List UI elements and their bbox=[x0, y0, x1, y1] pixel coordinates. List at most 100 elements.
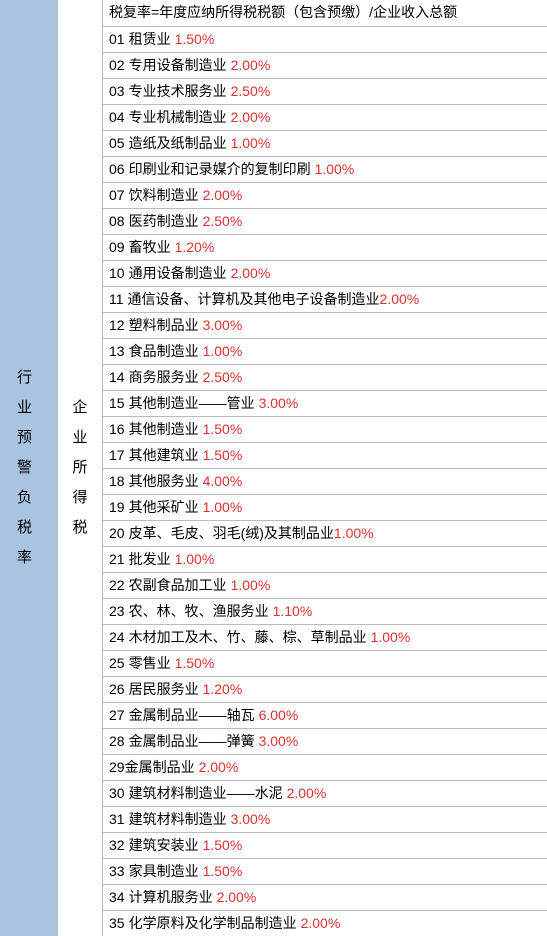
industry-row: 19其他采矿业1.00% bbox=[103, 495, 547, 521]
row-number: 30 bbox=[109, 783, 125, 804]
industry-row: 20皮革、毛皮、羽毛(绒)及其制品业1.00% bbox=[103, 521, 547, 547]
industry-label: 印刷业和记录媒介的复制印刷 bbox=[129, 159, 311, 180]
tax-rate: 1.10% bbox=[273, 601, 313, 622]
row-number: 10 bbox=[109, 263, 125, 284]
industry-row: 04专业机械制造业2.00% bbox=[103, 105, 547, 131]
row-number: 20 bbox=[109, 523, 125, 544]
industry-row: 03专业技术服务业2.50% bbox=[103, 79, 547, 105]
industry-label: 居民服务业 bbox=[129, 679, 199, 700]
industry-row: 32建筑安装业1.50% bbox=[103, 833, 547, 859]
tax-rate: 1.00% bbox=[175, 549, 215, 570]
row-number: 13 bbox=[109, 341, 125, 362]
tax-rate: 2.00% bbox=[199, 757, 239, 778]
industry-label: 批发业 bbox=[129, 549, 171, 570]
industry-row: 18其他服务业4.00% bbox=[103, 469, 547, 495]
middle-sidebar: 企业所得税 bbox=[58, 0, 103, 936]
industry-label: 农副食品加工业 bbox=[129, 575, 227, 596]
industry-label: 通用设备制造业 bbox=[129, 263, 227, 284]
industry-row: 02专用设备制造业2.00% bbox=[103, 53, 547, 79]
industry-label: 建筑材料制造业 bbox=[129, 809, 227, 830]
industry-label: 专业机械制造业 bbox=[129, 107, 227, 128]
industry-row: 16其他制造业1.50% bbox=[103, 417, 547, 443]
industry-row: 35化学原料及化学制品制造业2.00% bbox=[103, 911, 547, 936]
industry-label: 其他制造业——管业 bbox=[129, 393, 255, 414]
row-number: 18 bbox=[109, 471, 125, 492]
industry-label: 医药制造业 bbox=[129, 211, 199, 232]
industry-row: 25零售业1.50% bbox=[103, 651, 547, 677]
industry-label: 塑料制品业 bbox=[129, 315, 199, 336]
row-number: 09 bbox=[109, 237, 125, 258]
tax-rate: 2.50% bbox=[231, 81, 271, 102]
industry-label: 木材加工及木、竹、藤、棕、草制品业 bbox=[129, 627, 367, 648]
tax-rate: 1.00% bbox=[371, 627, 411, 648]
industry-label: 造纸及纸制品业 bbox=[129, 133, 227, 154]
tax-rate: 2.50% bbox=[203, 367, 243, 388]
tax-rate: 1.50% bbox=[175, 653, 215, 674]
industry-label: 其他建筑业 bbox=[129, 445, 199, 466]
tax-rate: 3.00% bbox=[203, 315, 243, 336]
industry-row: 22农副食品加工业1.00% bbox=[103, 573, 547, 599]
tax-rate: 3.00% bbox=[259, 393, 299, 414]
row-number: 19 bbox=[109, 497, 125, 518]
tax-rate: 2.00% bbox=[203, 185, 243, 206]
formula-header: 税复率=年度应纳所得税税额（包含预缴）/企业收入总额 bbox=[103, 0, 547, 27]
tax-rate: 1.00% bbox=[231, 133, 271, 154]
industry-label: 计算机服务业 bbox=[129, 887, 213, 908]
tax-rate: 1.50% bbox=[175, 29, 215, 50]
industry-row: 31建筑材料制造业3.00% bbox=[103, 807, 547, 833]
row-number: 16 bbox=[109, 419, 125, 440]
tax-rate: 1.00% bbox=[231, 575, 271, 596]
row-number: 12 bbox=[109, 315, 125, 336]
row-number: 04 bbox=[109, 107, 125, 128]
tax-rate: 1.00% bbox=[203, 497, 243, 518]
row-number: 25 bbox=[109, 653, 125, 674]
row-number: 03 bbox=[109, 81, 125, 102]
industry-label: 专用设备制造业 bbox=[129, 55, 227, 76]
industry-row: 24木材加工及木、竹、藤、棕、草制品业1.00% bbox=[103, 625, 547, 651]
tax-rate: 6.00% bbox=[259, 705, 299, 726]
industry-label: 其他制造业 bbox=[129, 419, 199, 440]
tax-rate: 1.00% bbox=[315, 159, 355, 180]
row-number: 21 bbox=[109, 549, 125, 570]
industry-row: 21批发业1.00% bbox=[103, 547, 547, 573]
industry-label: 皮革、毛皮、羽毛(绒)及其制品业 bbox=[129, 523, 334, 544]
row-number: 22 bbox=[109, 575, 125, 596]
tax-rate: 2.00% bbox=[217, 887, 257, 908]
industry-row: 15其他制造业——管业3.00% bbox=[103, 391, 547, 417]
industry-label: 专业技术服务业 bbox=[129, 81, 227, 102]
industry-label: 农、林、牧、渔服务业 bbox=[129, 601, 269, 622]
industry-row: 30建筑材料制造业——水泥2.00% bbox=[103, 781, 547, 807]
industry-row: 01租赁业1.50% bbox=[103, 27, 547, 53]
industry-label: 租赁业 bbox=[129, 29, 171, 50]
tax-rate: 1.50% bbox=[203, 445, 243, 466]
tax-rate: 2.00% bbox=[287, 783, 327, 804]
industry-row: 28金属制品业——弹簧3.00% bbox=[103, 729, 547, 755]
row-number: 26 bbox=[109, 679, 125, 700]
industry-row: 13食品制造业1.00% bbox=[103, 339, 547, 365]
industry-row: 08医药制造业2.50% bbox=[103, 209, 547, 235]
left-sidebar-label: 行业预警负税率 bbox=[17, 363, 40, 573]
tax-rate: 2.00% bbox=[380, 289, 420, 310]
row-number: 07 bbox=[109, 185, 125, 206]
row-number: 35 bbox=[109, 913, 125, 934]
row-number: 27 bbox=[109, 705, 125, 726]
industry-label: 饮料制造业 bbox=[129, 185, 199, 206]
row-number: 14 bbox=[109, 367, 125, 388]
industry-row: 29金属制品业2.00% bbox=[103, 755, 547, 781]
row-number: 01 bbox=[109, 29, 125, 50]
row-number: 15 bbox=[109, 393, 125, 414]
tax-rate: 2.00% bbox=[231, 107, 271, 128]
row-number: 28 bbox=[109, 731, 125, 752]
row-number: 02 bbox=[109, 55, 125, 76]
industry-row: 05造纸及纸制品业1.00% bbox=[103, 131, 547, 157]
industry-label: 金属制品业 bbox=[125, 757, 195, 778]
tax-rate: 3.00% bbox=[231, 809, 271, 830]
industry-label: 商务服务业 bbox=[129, 367, 199, 388]
row-number: 11 bbox=[109, 289, 124, 310]
industry-label: 金属制品业——弹簧 bbox=[129, 731, 255, 752]
tax-rate: 1.50% bbox=[203, 419, 243, 440]
industry-label: 畜牧业 bbox=[129, 237, 171, 258]
industry-label: 食品制造业 bbox=[129, 341, 199, 362]
tax-rate: 1.20% bbox=[203, 679, 243, 700]
industry-row: 23农、林、牧、渔服务业1.10% bbox=[103, 599, 547, 625]
